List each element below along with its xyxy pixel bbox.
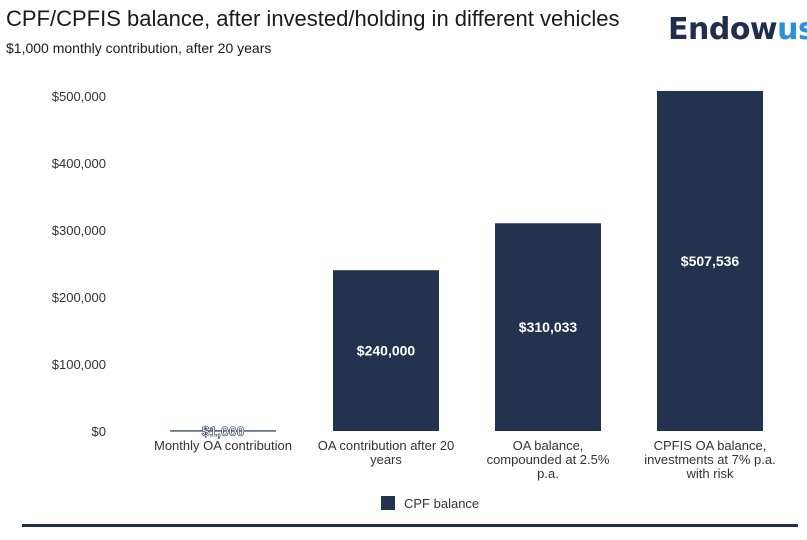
y-tick-label: $200,000	[52, 290, 106, 305]
x-tick-label-line: investments at 7% p.a.	[644, 452, 776, 467]
x-axis-labels: Monthly OA contribution OA contribution a…	[154, 438, 776, 481]
y-tick-label: $500,000	[52, 89, 106, 104]
logo-text-us: us	[777, 12, 807, 47]
y-tick-label: $100,000	[52, 357, 106, 372]
x-tick-label-line: CPFIS OA balance,	[654, 438, 767, 453]
y-axis: $0 $100,000 $200,000 $300,000 $400,000 $500,0…	[52, 89, 106, 439]
endowus-logo[interactable]: Endowus	[668, 12, 807, 47]
legend-swatch	[381, 496, 395, 510]
data-label: $507,536	[681, 253, 740, 269]
y-tick-label: $400,000	[52, 156, 106, 171]
x-tick-label: Monthly OA contribution	[154, 438, 292, 453]
x-tick-label-line: compounded at 2.5%	[487, 452, 610, 467]
data-label: $310,033	[519, 319, 578, 335]
x-tick-label-line: Monthly OA contribution	[154, 438, 292, 453]
x-tick-label-line: OA balance,	[513, 438, 584, 453]
y-tick-label: $0	[92, 424, 106, 439]
bottom-divider	[22, 524, 798, 527]
legend: CPF balance	[381, 496, 479, 511]
x-tick-label-line: p.a.	[537, 466, 559, 481]
bar	[170, 430, 276, 432]
data-label: $1,000	[202, 423, 245, 439]
x-tick-label: OA contribution after 20 years	[318, 438, 455, 467]
bar	[657, 90, 763, 432]
bars: $1,000 $240,000 $310,033 $507,536	[170, 90, 763, 439]
bar	[333, 270, 439, 431]
bar	[495, 223, 601, 431]
x-tick-label-line: years	[370, 452, 402, 467]
data-label: $240,000	[357, 343, 416, 359]
chart-title: CPF/CPFIS balance, after invested/holdin…	[6, 6, 620, 31]
chart-subtitle: $1,000 monthly contribution, after 20 ye…	[6, 40, 272, 56]
x-tick-label: OA balance, compounded at 2.5% p.a.	[487, 438, 610, 481]
x-tick-label: CPFIS OA balance, investments at 7% p.a. w…	[644, 438, 776, 481]
legend-label: CPF balance	[404, 496, 479, 511]
x-tick-label-line: OA contribution after 20	[318, 438, 455, 453]
logo-text-endow: Endow	[668, 12, 778, 47]
y-tick-label: $300,000	[52, 223, 106, 238]
x-tick-label-line: with risk	[686, 466, 734, 481]
